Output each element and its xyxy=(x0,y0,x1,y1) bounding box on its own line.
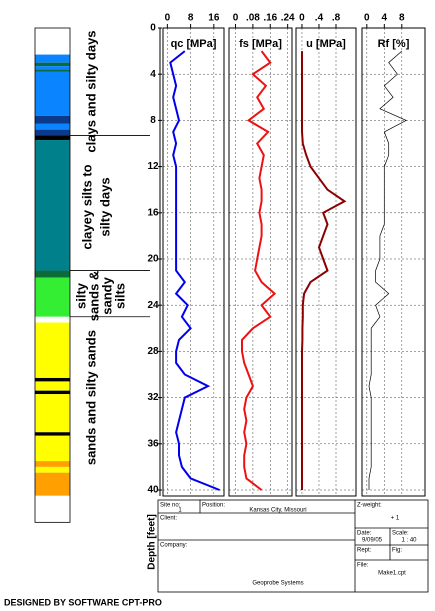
x-tick-label: .8 xyxy=(332,13,341,24)
soil-layer xyxy=(35,322,70,378)
info-value: Make1.cpt xyxy=(378,571,406,577)
panel-frame xyxy=(228,27,293,497)
depth-tick-label: 32 xyxy=(147,392,159,403)
soil-layer xyxy=(35,115,70,124)
depth-axis-label: Depth [feet] xyxy=(147,514,158,570)
data-line xyxy=(368,50,408,490)
panel-title: u [MPa] xyxy=(306,38,346,50)
depth-tick-label: 12 xyxy=(147,161,159,172)
panel-title: fs [MPa] xyxy=(239,38,282,50)
info-label: Client: xyxy=(160,516,177,522)
soil-layer xyxy=(35,316,70,323)
soil-label: silty days xyxy=(97,177,112,236)
soil-layer xyxy=(35,390,70,395)
info-label: Fig: xyxy=(392,548,402,554)
panel-frame xyxy=(361,27,426,497)
depth-tick-label: 20 xyxy=(147,254,159,265)
x-tick-label: 0 xyxy=(299,13,305,24)
x-tick-label: 8 xyxy=(188,13,194,24)
x-tick-label: 8 xyxy=(399,13,405,24)
soil-label: clayey silts to xyxy=(79,164,94,249)
info-value: 9/09/05 xyxy=(362,538,383,544)
soil-label: sands & xyxy=(86,271,101,322)
x-tick-label: 0 xyxy=(165,13,171,24)
info-label: File: xyxy=(357,563,369,569)
soil-layer xyxy=(35,69,70,72)
soil-layer xyxy=(35,381,70,391)
soil-layer xyxy=(35,140,70,271)
soil-layer xyxy=(35,394,70,433)
depth-tick-label: 4 xyxy=(150,69,156,80)
soil-layer xyxy=(35,62,70,67)
panel-frame xyxy=(295,27,357,497)
soil-layer xyxy=(35,270,70,278)
info-value: 1 xyxy=(178,508,182,514)
footer: DESIGNED BY SOFTWARE CPT-PRO xyxy=(4,597,162,607)
info-table xyxy=(157,499,429,593)
soil-layer xyxy=(35,277,70,317)
soil-layer xyxy=(35,135,70,141)
info-value: Kansas City, Missouri xyxy=(249,508,306,514)
info-value: + 1 xyxy=(391,516,400,522)
soil-layer xyxy=(35,71,70,116)
info-value: 1 : 40 xyxy=(401,538,417,544)
info-label: Site no: xyxy=(160,503,181,509)
x-tick-label: 16 xyxy=(208,13,220,24)
depth-tick-label: 24 xyxy=(147,300,159,311)
soil-layer xyxy=(35,377,70,382)
info-label: Date: xyxy=(357,531,372,537)
panel-title: qc [MPa] xyxy=(171,38,217,50)
soil-layer xyxy=(35,28,70,55)
info-label: Rept: xyxy=(357,548,372,554)
soil-layer xyxy=(35,66,70,70)
x-tick-label: .24 xyxy=(281,13,295,24)
data-line xyxy=(241,50,277,491)
soil-label: sandy xyxy=(99,276,114,314)
x-tick-label: 4 xyxy=(382,13,388,24)
panel-title: Rf [%] xyxy=(378,38,410,50)
info-label: Z-weight: xyxy=(357,503,382,509)
info-label: Scale: xyxy=(392,531,409,537)
soil-layer xyxy=(35,461,70,467)
depth-tick-label: 28 xyxy=(147,346,159,357)
info-value: Geoprobe Systems xyxy=(252,581,303,587)
soil-layer xyxy=(35,472,70,496)
x-tick-label: .08 xyxy=(246,13,260,24)
x-tick-label: 0 xyxy=(364,13,370,24)
x-tick-label: .16 xyxy=(263,13,277,24)
soil-label: silty xyxy=(73,282,88,309)
info-label: Company: xyxy=(160,543,188,549)
panel-frame xyxy=(162,27,225,497)
soil-layer xyxy=(35,54,70,63)
soil-label: sands and silty sands xyxy=(83,330,98,465)
soil-layer xyxy=(35,123,70,130)
soil-label: silts xyxy=(112,283,127,309)
depth-tick-label: 36 xyxy=(147,438,159,449)
soil-layer xyxy=(35,129,70,136)
soil-column-frame xyxy=(34,27,71,523)
soil-layer xyxy=(35,435,70,462)
info-frame xyxy=(157,499,429,593)
soil-layer xyxy=(35,466,70,473)
soil-layer xyxy=(35,495,70,523)
soil-layer xyxy=(35,432,70,436)
info-label: Position: xyxy=(202,503,225,509)
depth-tick-label: 16 xyxy=(147,207,159,218)
depth-tick-label: 40 xyxy=(147,485,159,496)
x-tick-label: 0 xyxy=(233,13,239,24)
x-tick-label: .4 xyxy=(315,13,324,24)
data-line xyxy=(301,51,347,490)
soil-label: clays and silty days xyxy=(83,30,98,152)
data-line xyxy=(169,50,220,491)
depth-tick-label: 0 xyxy=(150,23,156,34)
depth-tick-label: 8 xyxy=(150,115,156,126)
